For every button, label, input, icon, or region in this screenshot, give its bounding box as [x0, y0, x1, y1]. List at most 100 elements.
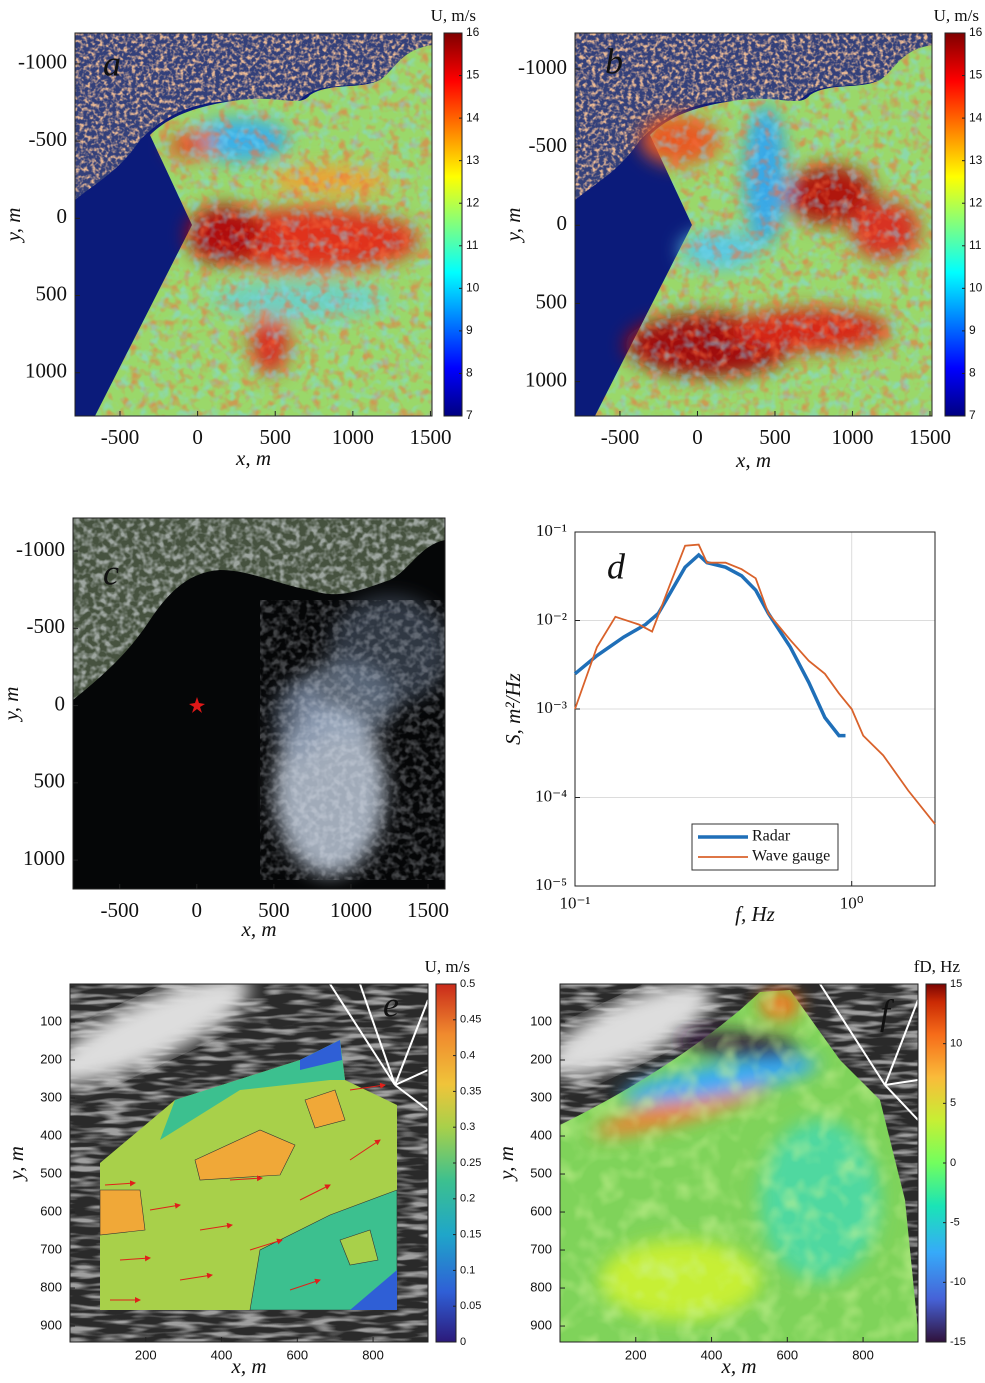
x-axis-label: x, m: [241, 917, 277, 941]
colorbar-tick-label: 8: [466, 366, 473, 380]
x-tick-label: -500: [601, 425, 640, 449]
legend-label: Wave gauge: [752, 848, 830, 865]
plot-frame: [72, 517, 446, 890]
panel-label: c: [103, 552, 119, 592]
colorbar-tick-label: 14: [466, 110, 480, 124]
x-axis-label: x, m: [721, 1354, 757, 1378]
y-tick-label: 1000: [525, 367, 567, 391]
y-axis-label: y, m: [1, 208, 25, 244]
colorbar-tick-label: 14: [969, 110, 983, 124]
y-tick-label: 900: [530, 1317, 552, 1332]
series-line: [574, 543, 936, 825]
colorbar-tick-label: -10: [950, 1276, 966, 1288]
y-tick-label: -500: [27, 614, 66, 638]
x-tick-label: 0: [192, 898, 203, 922]
colorbar-tick-label: 0.25: [460, 1157, 481, 1169]
y-tick-label: 600: [530, 1203, 552, 1218]
colorbar-tick-label: 10: [466, 281, 480, 295]
y-tick-label: 10⁻¹: [536, 521, 567, 540]
x-tick-label: 500: [258, 898, 290, 922]
y-tick-label: 900: [40, 1317, 62, 1332]
x-tick-label: -500: [100, 898, 139, 922]
panel-label: d: [607, 546, 626, 586]
x-tick-label: 200: [135, 1348, 157, 1363]
y-tick-label: 10⁻⁵: [535, 875, 567, 894]
colorbar-tick-label: 0.35: [460, 1085, 481, 1097]
colorbar-tick-label: 0.15: [460, 1229, 481, 1241]
x-tick-label: 500: [259, 425, 291, 449]
x-tick-label: 600: [776, 1348, 798, 1363]
y-axis-label: y, m: [4, 1146, 28, 1182]
y-tick-label: 500: [536, 289, 568, 313]
y-tick-label: 400: [530, 1127, 552, 1142]
x-tick-label: -500: [101, 425, 140, 449]
colorbar-tick-label: 0.3: [460, 1121, 475, 1133]
y-axis-label: y, m: [501, 208, 525, 244]
x-tick-label: 1500: [909, 425, 951, 449]
colorbar-tick-label: 7: [969, 408, 976, 422]
colorbar-tick-label: 10: [969, 281, 983, 295]
colorbar-tick-label: 0: [950, 1157, 956, 1169]
x-tick-label: 0: [192, 425, 203, 449]
x-tick-label: 1500: [409, 425, 451, 449]
y-tick-label: 600: [40, 1203, 62, 1218]
y-tick-label: 0: [557, 211, 568, 235]
y-tick-label: 500: [530, 1165, 552, 1180]
colorbar-label: fD, Hz: [914, 957, 961, 976]
panel-label: a: [103, 43, 121, 83]
plot-frame: [559, 983, 919, 1343]
panel-b-image: [575, 33, 932, 416]
colorbar-tick-label: 0.45: [460, 1014, 481, 1026]
y-tick-label: 400: [40, 1127, 62, 1142]
colorbar-label: U, m/s: [934, 6, 979, 25]
colorbar-tick-label: 0.2: [460, 1193, 475, 1205]
x-tick-label: 400: [701, 1348, 723, 1363]
x-tick-label: 10⁰: [840, 894, 864, 913]
x-tick-label: 1000: [332, 425, 374, 449]
y-tick-label: 300: [530, 1089, 552, 1104]
x-tick-label: 800: [362, 1348, 384, 1363]
colorbar-tick-label: 15: [969, 68, 983, 82]
x-tick-label: 400: [211, 1348, 233, 1363]
colorbar-tick-label: 11: [466, 238, 479, 252]
panel-a-image: [75, 33, 432, 416]
x-tick-label: 500: [759, 425, 791, 449]
x-tick-label: 0: [692, 425, 703, 449]
colorbar-tick-label: 13: [466, 153, 480, 167]
y-tick-label: 1000: [23, 846, 65, 870]
panel-label: e: [383, 984, 399, 1024]
colorbar-tick-label: 8: [969, 366, 976, 380]
plot-frame: [574, 32, 933, 417]
y-axis-label: y, m: [494, 1146, 518, 1182]
x-axis-label: f, Hz: [735, 902, 775, 926]
colorbar-tick-label: -15: [950, 1336, 966, 1348]
colorbar-label: U, m/s: [425, 957, 470, 976]
y-tick-label: 700: [530, 1241, 552, 1256]
colorbar-tick-label: 9: [466, 323, 473, 337]
colorbar-tick-label: 5: [950, 1097, 956, 1109]
panel-e-image: [70, 984, 428, 1342]
colorbar-tick-label: 15: [466, 68, 480, 82]
y-tick-label: 200: [530, 1051, 552, 1066]
legend-label: Radar: [752, 828, 791, 845]
plot-frame: [69, 983, 429, 1343]
y-axis-label: S, m²/Hz: [501, 673, 525, 745]
x-tick-label: 1000: [831, 425, 873, 449]
y-tick-label: 100: [530, 1013, 552, 1028]
colorbar-tick-label: 0.5: [460, 978, 475, 990]
y-tick-label: -500: [529, 133, 568, 157]
x-tick-label: 800: [852, 1348, 874, 1363]
colorbar-tick-label: 12: [466, 195, 480, 209]
colorbar-tick-label: 12: [969, 195, 983, 209]
colorbar-label: U, m/s: [431, 6, 476, 25]
colorbar-tick-label: 13: [969, 153, 983, 167]
x-axis-label: x, m: [735, 448, 771, 472]
y-tick-label: 10⁻²: [536, 609, 567, 628]
colorbar-tick-label: 0: [460, 1336, 466, 1348]
y-tick-label: 1000: [25, 359, 67, 383]
x-tick-label: 10⁻¹: [559, 894, 590, 913]
y-tick-label: -1000: [518, 55, 567, 79]
y-tick-label: 100: [40, 1013, 62, 1028]
x-tick-label: 1000: [330, 898, 372, 922]
